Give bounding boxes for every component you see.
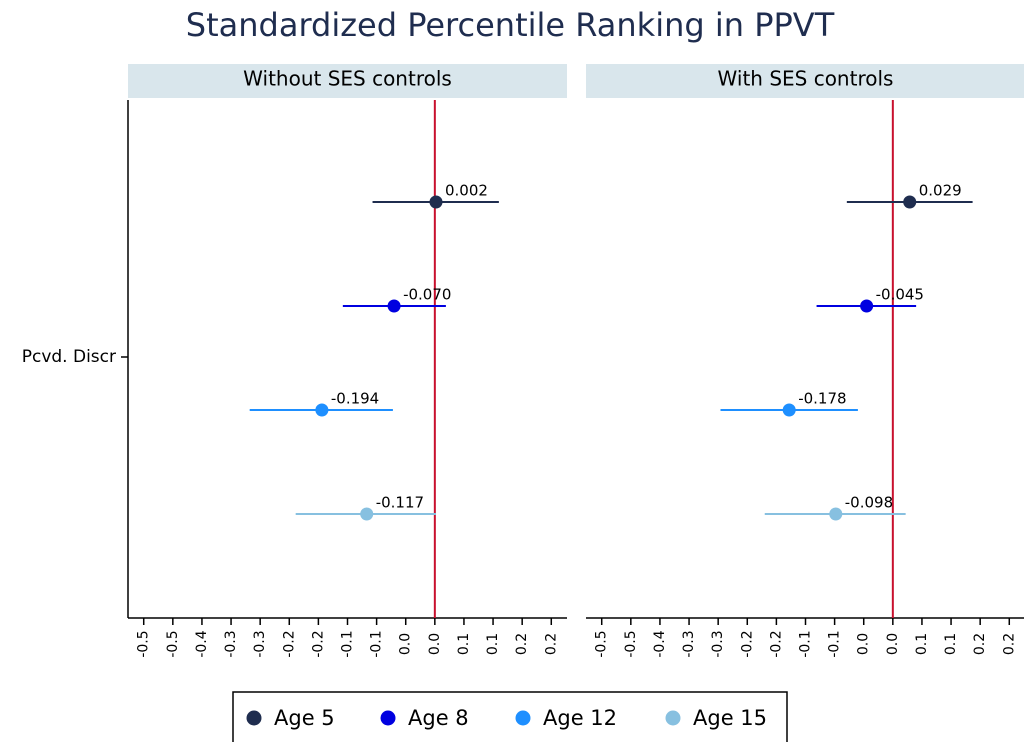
value-label: -0.098 bbox=[845, 494, 893, 512]
chart-title: Standardized Percentile Ranking in PPVT bbox=[186, 6, 835, 44]
legend-swatch bbox=[515, 710, 531, 726]
x-tick-label: -0.2 bbox=[768, 630, 784, 657]
x-tick-label: 0.1 bbox=[943, 633, 959, 655]
legend-label: Age 15 bbox=[693, 706, 767, 730]
x-tick-label: -0.1 bbox=[340, 630, 356, 657]
x-tick-label: -0.1 bbox=[798, 630, 814, 657]
x-tick-label: 0.2 bbox=[514, 633, 530, 655]
point bbox=[782, 403, 796, 417]
legend-swatch bbox=[665, 710, 681, 726]
x-tick-label: 0.2 bbox=[1001, 633, 1017, 655]
x-tick-label: 0.2 bbox=[543, 633, 559, 655]
legend-label: Age 5 bbox=[274, 706, 335, 730]
x-tick-label: -0.4 bbox=[652, 630, 668, 657]
x-tick-label: 0.0 bbox=[427, 633, 443, 655]
value-label: -0.045 bbox=[876, 286, 924, 304]
point bbox=[360, 507, 374, 521]
x-tick-label: -0.3 bbox=[223, 630, 239, 657]
x-tick-label: -0.1 bbox=[827, 630, 843, 657]
y-tick-label: Pcvd. Discr bbox=[22, 347, 116, 367]
x-tick-label: -0.2 bbox=[310, 630, 326, 657]
x-tick-label: -0.5 bbox=[623, 630, 639, 657]
x-tick-label: -0.5 bbox=[165, 630, 181, 657]
x-tick-label: -0.3 bbox=[252, 630, 268, 657]
value-label: -0.070 bbox=[403, 286, 451, 304]
x-tick-label: 0.2 bbox=[972, 633, 988, 655]
x-tick-label: -0.2 bbox=[739, 630, 755, 657]
x-tick-label: 0.0 bbox=[398, 633, 414, 655]
point bbox=[429, 195, 443, 209]
x-tick-label: -0.3 bbox=[710, 630, 726, 657]
point bbox=[387, 299, 401, 313]
value-label: 0.002 bbox=[445, 182, 488, 200]
x-tick-label: 0.1 bbox=[914, 633, 930, 655]
x-tick-label: -0.5 bbox=[136, 630, 152, 657]
panel-title: Without SES controls bbox=[243, 67, 452, 91]
panel-title: With SES controls bbox=[718, 67, 894, 91]
legend-swatch bbox=[380, 710, 396, 726]
value-label: -0.194 bbox=[331, 390, 379, 408]
x-tick-label: -0.5 bbox=[594, 630, 610, 657]
x-tick-label: -0.4 bbox=[194, 630, 210, 657]
panel-header bbox=[586, 64, 1024, 98]
legend-label: Age 12 bbox=[543, 706, 617, 730]
value-label: -0.178 bbox=[798, 390, 846, 408]
legend-swatch bbox=[246, 710, 262, 726]
x-tick-label: 0.0 bbox=[885, 633, 901, 655]
panel-header bbox=[128, 64, 567, 98]
legend-label: Age 8 bbox=[408, 706, 469, 730]
x-tick-label: -0.3 bbox=[681, 630, 697, 657]
point bbox=[903, 195, 917, 209]
point bbox=[860, 299, 874, 313]
x-tick-label: 0.1 bbox=[456, 633, 472, 655]
value-label: -0.117 bbox=[376, 494, 424, 512]
point bbox=[315, 403, 329, 417]
value-label: 0.029 bbox=[919, 182, 962, 200]
x-tick-label: -0.2 bbox=[281, 630, 297, 657]
x-tick-label: 0.0 bbox=[856, 633, 872, 655]
x-tick-label: 0.1 bbox=[485, 633, 501, 655]
point bbox=[829, 507, 843, 521]
legend-box bbox=[232, 691, 788, 742]
x-tick-label: -0.1 bbox=[369, 630, 385, 657]
